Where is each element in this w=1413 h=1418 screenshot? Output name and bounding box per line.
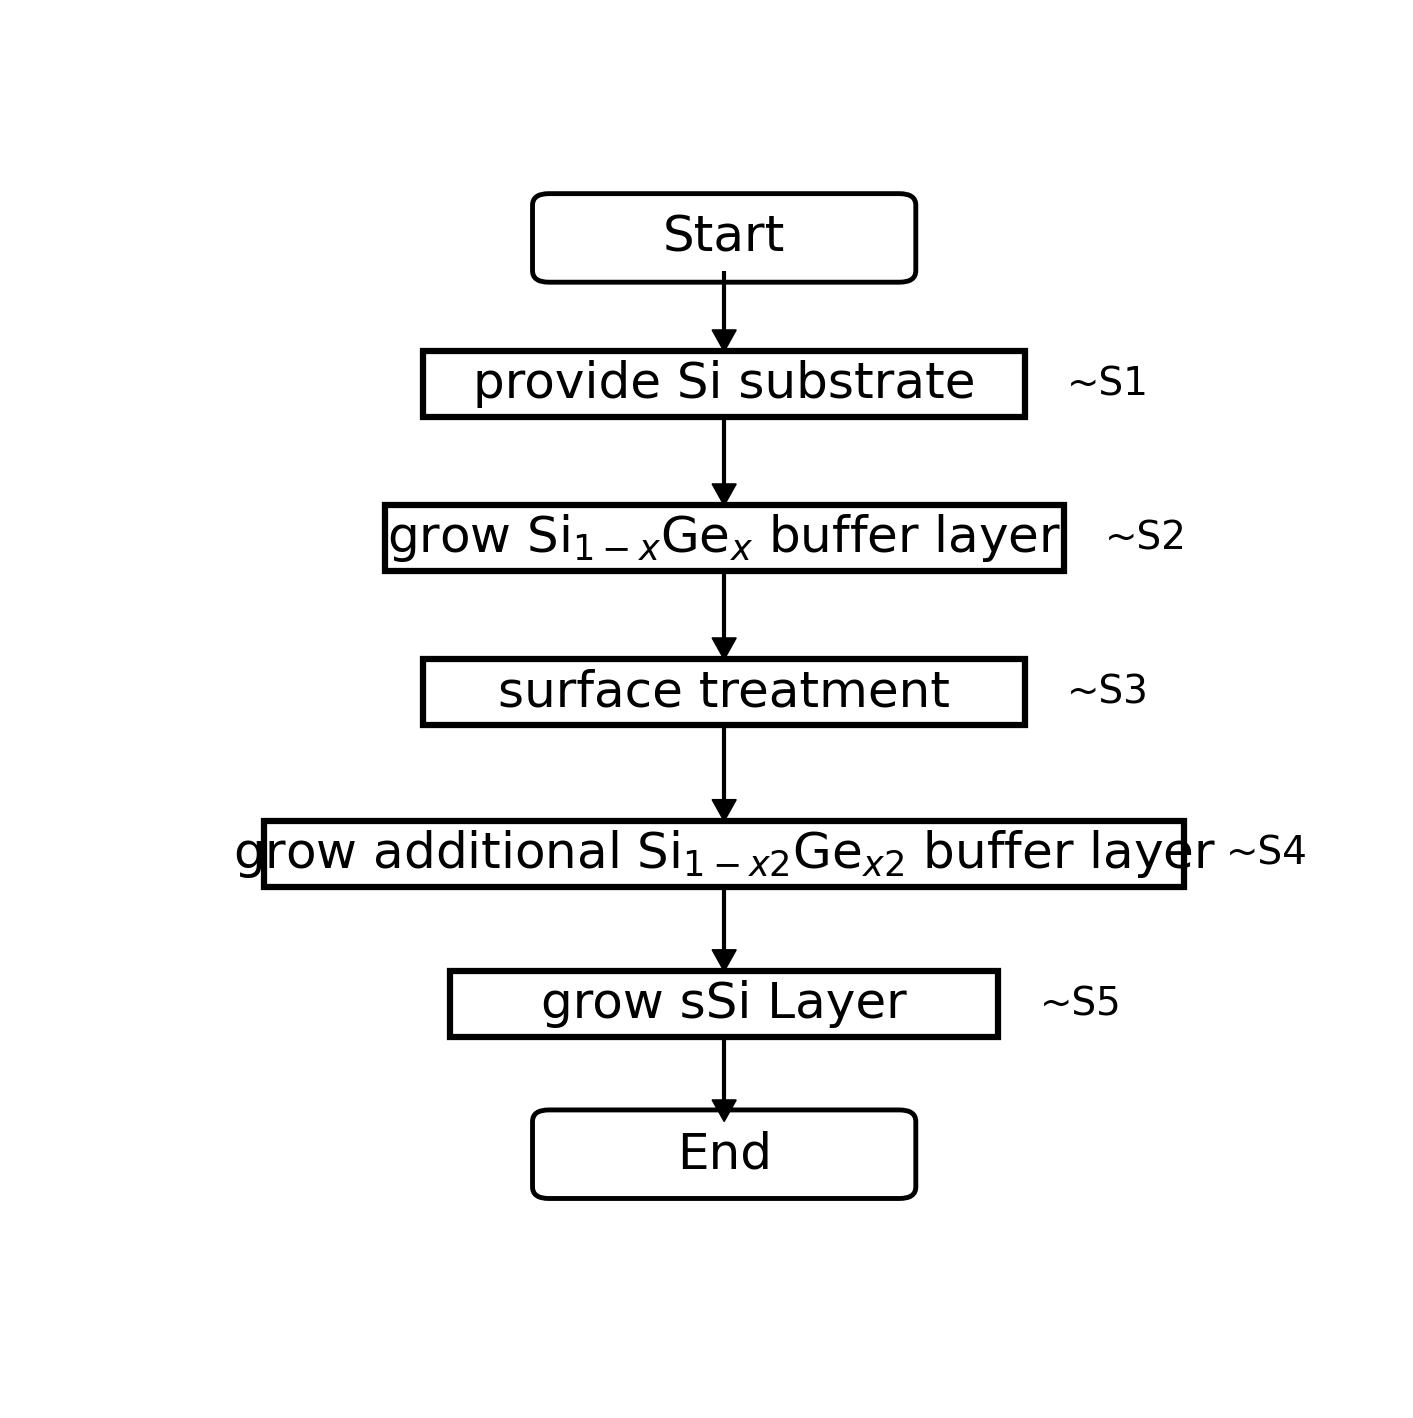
FancyBboxPatch shape [422,659,1026,725]
Text: Start: Start [663,214,786,262]
Text: grow Si$_{1-x}$Ge$_{x}$ buffer layer: grow Si$_{1-x}$Ge$_{x}$ buffer layer [387,512,1061,564]
FancyBboxPatch shape [422,352,1026,417]
FancyBboxPatch shape [451,971,998,1037]
Polygon shape [712,638,736,659]
Text: grow sSi Layer: grow sSi Layer [541,980,907,1028]
Text: ~S4: ~S4 [1225,835,1307,873]
Text: provide Si substrate: provide Si substrate [473,360,975,408]
FancyBboxPatch shape [533,194,916,282]
Polygon shape [712,1100,736,1122]
FancyBboxPatch shape [264,821,1184,886]
Text: End: End [677,1130,771,1178]
FancyBboxPatch shape [384,505,1064,571]
FancyBboxPatch shape [533,1110,916,1198]
Polygon shape [712,484,736,505]
Polygon shape [712,800,736,821]
Text: grow additional Si$_{1-x2}$Ge$_{x2}$ buffer layer: grow additional Si$_{1-x2}$Ge$_{x2}$ buf… [233,828,1215,881]
Polygon shape [712,330,736,352]
Text: ~S3: ~S3 [1067,674,1149,712]
Polygon shape [712,950,736,971]
Text: surface treatment: surface treatment [499,668,950,716]
Text: ~S5: ~S5 [1040,986,1122,1022]
Text: ~S1: ~S1 [1067,366,1149,403]
Text: ~S2: ~S2 [1105,519,1187,557]
